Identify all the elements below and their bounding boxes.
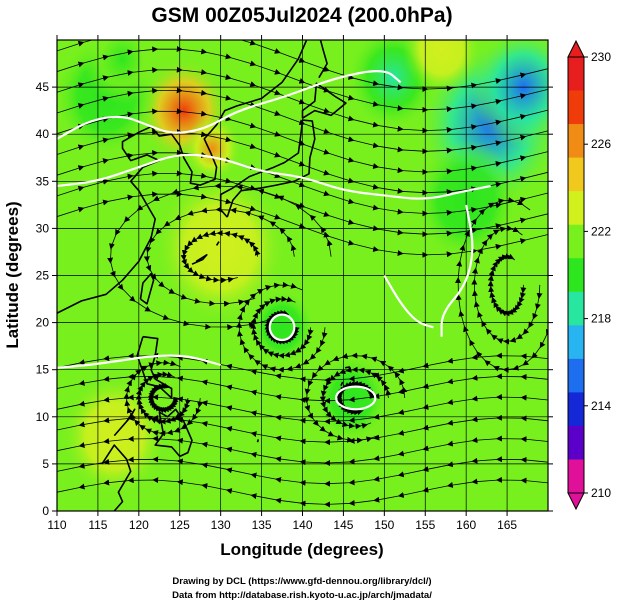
colorbar-segment (568, 425, 584, 460)
x-tick-label: 140 (292, 518, 312, 532)
colorbar: 230 226 222 218 214 210 (567, 39, 611, 511)
colorbar-segment (568, 325, 584, 360)
coastline (256, 439, 260, 443)
x-axis-label: Longitude (degrees) (220, 540, 383, 559)
field-anomaly (61, 375, 167, 496)
colorbar-tick-label: 218 (591, 312, 611, 326)
contour-line (440, 204, 474, 337)
y-axis-label: Latitude (degrees) (3, 201, 22, 348)
x-tick-label: 150 (374, 518, 394, 532)
x-axis-ticks: 110 115 120 125 130 135 140 145 150 155 160 165 (47, 35, 517, 532)
colorbar-tick-label: 222 (591, 224, 611, 238)
colorbar-tick-label: 210 (591, 486, 611, 500)
credit-line-1: Drawing by DCL (https://www.gfd-dennou.o… (172, 576, 431, 587)
colorbar-segment (568, 258, 584, 293)
plot-area (57, 40, 548, 511)
chart-title: GSM 00Z05Jul2024 (200.0hPa) (151, 4, 452, 27)
colorbar-segment (568, 124, 584, 159)
y-tick-label: 0 (42, 504, 49, 518)
streamline (303, 352, 408, 444)
y-tick-label: 35 (36, 174, 50, 188)
colorbar-tick-label: 214 (591, 399, 611, 413)
isotherm-contours (57, 70, 491, 411)
y-tick-label: 45 (36, 80, 50, 94)
y-axis-ticks: 0 5 10 15 20 25 30 35 40 45 (36, 80, 553, 518)
colorbar-segment (568, 191, 584, 226)
contour-line (57, 153, 491, 200)
y-tick-label: 15 (36, 363, 50, 377)
x-tick-label: 125 (170, 518, 190, 532)
coastline (344, 366, 351, 369)
colorbar-frame (567, 56, 585, 494)
y-tick-label: 25 (36, 269, 50, 283)
field-anomaly (83, 40, 162, 105)
colorbar-segment (568, 358, 584, 393)
colorbar-min-arrow (567, 492, 585, 511)
colorbar-segment (568, 392, 584, 427)
colorbar-segment (568, 459, 584, 494)
x-tick-label: 160 (456, 518, 476, 532)
field-anomaly (314, 355, 389, 441)
contour-closed (334, 385, 377, 411)
contour-closed (268, 313, 296, 342)
x-tick-label: 120 (129, 518, 149, 532)
x-tick-label: 135 (252, 518, 272, 532)
x-tick-label: 145 (333, 518, 353, 532)
x-tick-label: 115 (88, 518, 107, 532)
colorbar-segment (568, 57, 584, 92)
x-tick-label: 110 (47, 518, 66, 532)
contour-line (57, 354, 222, 369)
contour-line (57, 70, 402, 140)
contour-line (383, 274, 434, 329)
y-tick-label: 5 (42, 457, 49, 471)
y-tick-label: 10 (36, 410, 50, 424)
streamline (455, 197, 548, 373)
x-tick-label: 155 (415, 518, 435, 532)
x-tick-label: 165 (497, 518, 517, 532)
credit-line-2: Data from http://database.rish.kyoto-u.a… (172, 590, 432, 601)
streamline (123, 359, 204, 437)
colorbar-tick-label: 230 (591, 50, 611, 64)
x-tick-label: 130 (211, 518, 231, 532)
y-tick-label: 40 (36, 127, 50, 141)
colorbar-tick-label: 226 (591, 137, 611, 151)
y-tick-label: 20 (36, 316, 50, 330)
colorbar-max-arrow (567, 39, 585, 58)
colorbar-segment (568, 291, 584, 326)
colorbar-segment (568, 90, 584, 125)
colorbar-segment (568, 224, 584, 259)
colorbar-segment (568, 157, 584, 192)
y-tick-label: 30 (36, 221, 50, 235)
